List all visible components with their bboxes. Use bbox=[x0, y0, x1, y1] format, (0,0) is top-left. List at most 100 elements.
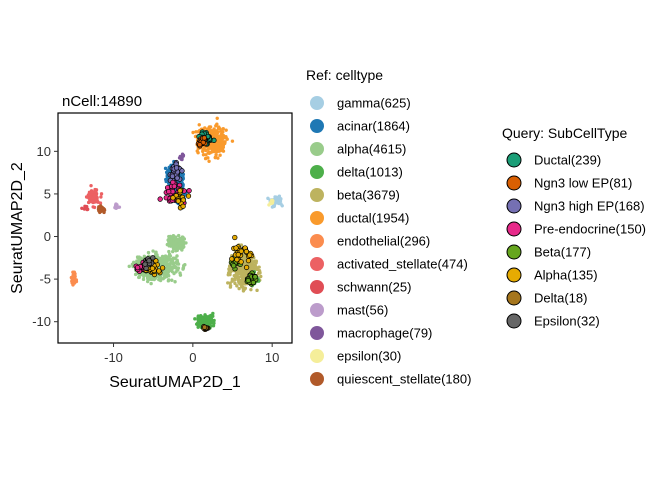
query-point bbox=[156, 268, 162, 274]
ref-point bbox=[219, 146, 223, 151]
ref-cluster-11 bbox=[80, 204, 90, 212]
ref-legend-swatch bbox=[310, 303, 324, 317]
ref-point bbox=[175, 260, 180, 265]
query-point bbox=[230, 263, 237, 269]
ref-point bbox=[173, 280, 177, 284]
ref-point bbox=[146, 250, 151, 255]
ref-point bbox=[234, 274, 238, 278]
query-points bbox=[133, 129, 259, 332]
ref-point bbox=[206, 156, 210, 160]
ref-point bbox=[215, 116, 219, 120]
query-point bbox=[197, 142, 203, 148]
query-legend-label: Delta(18) bbox=[534, 291, 587, 306]
ref-point bbox=[167, 234, 171, 239]
query-legend-swatch bbox=[506, 313, 522, 329]
ref-point bbox=[226, 281, 230, 285]
ref-cluster-4 bbox=[165, 233, 188, 254]
ref-point bbox=[236, 276, 240, 281]
query-cluster-1 bbox=[195, 135, 208, 149]
ref-point bbox=[202, 321, 206, 325]
query-cluster-11 bbox=[142, 255, 156, 271]
ref-point bbox=[170, 249, 175, 254]
ref-point bbox=[204, 148, 208, 153]
query-point bbox=[186, 188, 192, 194]
ref-legend: Ref: celltype gamma(625) acinar(1864) alph… bbox=[306, 67, 471, 387]
ref-point bbox=[209, 144, 214, 149]
query-legend-label: Ngn3 low EP(81) bbox=[534, 176, 632, 191]
ref-legend-swatch bbox=[310, 96, 324, 110]
query-cluster-8 bbox=[229, 234, 255, 271]
ref-point bbox=[240, 271, 245, 276]
ref-legend-swatch bbox=[310, 142, 324, 156]
ref-point bbox=[84, 204, 89, 209]
ref-point bbox=[206, 316, 210, 320]
ref-point bbox=[167, 243, 172, 247]
ref-point bbox=[276, 201, 281, 206]
ref-point bbox=[93, 190, 98, 194]
query-legend-swatch bbox=[506, 175, 522, 191]
query-point bbox=[175, 198, 181, 204]
ref-point bbox=[158, 277, 162, 282]
ref-point bbox=[171, 256, 176, 260]
query-legend-label: Beta(177) bbox=[534, 245, 591, 260]
query-point bbox=[173, 165, 180, 171]
ref-legend-swatch bbox=[310, 119, 324, 133]
ref-point bbox=[277, 194, 282, 198]
ref-point bbox=[246, 269, 250, 273]
ref-point bbox=[167, 249, 171, 254]
query-point bbox=[185, 193, 192, 199]
ref-point bbox=[268, 201, 273, 205]
ref-point bbox=[216, 156, 220, 160]
ref-cluster-9 bbox=[69, 270, 79, 287]
ref-point bbox=[203, 126, 207, 130]
query-point bbox=[146, 258, 152, 264]
query-point bbox=[234, 256, 240, 263]
ref-point bbox=[193, 317, 197, 321]
query-point bbox=[170, 195, 176, 201]
ref-point bbox=[196, 324, 201, 329]
query-point bbox=[174, 175, 180, 181]
ref-point bbox=[215, 138, 220, 143]
ref-point bbox=[130, 262, 135, 266]
query-cluster-9 bbox=[170, 187, 192, 211]
ref-point bbox=[137, 275, 142, 279]
ref-point bbox=[85, 207, 90, 212]
ref-point bbox=[204, 153, 208, 157]
ref-legend-label: schwann(25) bbox=[337, 280, 411, 295]
ref-point bbox=[181, 266, 186, 270]
ref-legend-label: quiescent_stellate(180) bbox=[337, 372, 471, 387]
ref-point bbox=[135, 259, 139, 263]
ref-point bbox=[207, 320, 212, 324]
query-point bbox=[252, 274, 258, 280]
ref-point bbox=[220, 141, 225, 145]
ref-point bbox=[127, 264, 131, 269]
query-legend: Query: SubCellType Ductal(239) Ngn3 low E… bbox=[502, 125, 646, 329]
ref-cluster-12 bbox=[96, 204, 107, 215]
ref-point bbox=[217, 142, 221, 147]
ref-legend-label: epsilon(30) bbox=[337, 349, 401, 364]
ref-point bbox=[211, 148, 216, 153]
query-cluster-5 bbox=[244, 270, 259, 287]
ref-point bbox=[191, 130, 195, 135]
query-point bbox=[201, 135, 207, 141]
query-cluster-10 bbox=[201, 323, 211, 332]
query-legend-swatch bbox=[506, 267, 522, 283]
ref-point bbox=[218, 153, 222, 157]
ref-point bbox=[158, 274, 162, 278]
ref-point bbox=[196, 151, 200, 155]
query-point bbox=[149, 265, 156, 271]
ref-point bbox=[166, 255, 170, 259]
query-point bbox=[243, 264, 250, 271]
ref-legend-label: alpha(4615) bbox=[337, 142, 406, 157]
ref-point bbox=[169, 267, 174, 272]
query-legend-label: Ngn3 high EP(168) bbox=[534, 199, 645, 214]
ref-point bbox=[93, 194, 97, 198]
ref-point bbox=[207, 159, 211, 163]
ref-point bbox=[208, 151, 213, 155]
ref-point bbox=[170, 278, 174, 282]
query-legend-swatch bbox=[506, 244, 522, 260]
ref-point bbox=[72, 280, 77, 285]
ref-point bbox=[270, 198, 274, 202]
query-point bbox=[177, 188, 183, 194]
ref-legend-label: endothelial(296) bbox=[337, 234, 430, 249]
